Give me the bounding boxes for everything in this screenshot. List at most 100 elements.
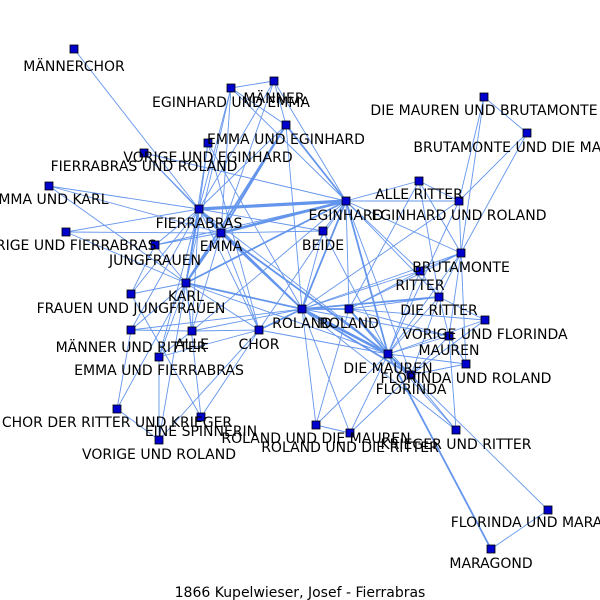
- edge-die_mauren_und_brutamonte-eginhard_und_roland: [458, 96, 485, 202]
- edge-karl-chor_der_ritter_und_krieger: [116, 282, 187, 410]
- edge-eginhard-die_ritter: [345, 200, 440, 298]
- node-die_mauren: [383, 349, 393, 359]
- node-maragond: [486, 544, 496, 554]
- node-mauren: [444, 331, 454, 341]
- node-label-mauren: MAUREN: [419, 343, 480, 359]
- edge-florinda-florinda_und_maragond: [410, 374, 549, 511]
- edge-vorige_und_eginhard-eginhard: [143, 152, 347, 202]
- edge-brutamonte-florinda_und_roland: [460, 252, 467, 365]
- edge-chor_der_ritter_und_krieger-vorige_und_roland: [116, 408, 160, 441]
- edge-fierrabras-maenner_und_ritter: [130, 208, 200, 331]
- edge-vorige_und_florinda-die_mauren: [387, 319, 486, 355]
- node-brutamonte: [456, 248, 466, 258]
- edge-eginhard-fierrabras: [197, 199, 348, 211]
- edge-eginhard_und_emma-emma_und_eginhard: [230, 87, 287, 126]
- edge-ritter-roland1: [301, 270, 421, 310]
- node-brutamonte_und_die_mauren: [522, 128, 532, 138]
- edge-emma-jungfrauen: [154, 232, 222, 246]
- node-frauen_und_jungfrauen: [126, 289, 136, 299]
- edge-emma-beide: [220, 230, 324, 234]
- node-label-karl: KARL: [168, 289, 204, 305]
- node-label-krieger_und_ritter: KRIEGER UND RITTER: [381, 437, 532, 453]
- edge-roland2-vorige_und_florinda: [348, 308, 486, 321]
- node-chor: [254, 325, 264, 335]
- edge-emma-roland1: [220, 232, 303, 310]
- edge-eginhard-chor: [258, 200, 347, 331]
- edge-karl-emma_und_fierrabras: [158, 282, 187, 358]
- node-label-brutamonte_und_die_mauren: BRUTAMONTE UND DIE MAUREN: [413, 140, 600, 156]
- node-alle: [187, 326, 197, 336]
- edge-brutamonte-roland2: [348, 252, 462, 310]
- edge-brutamonte-mauren: [448, 252, 462, 337]
- node-label-frauen_und_jungfrauen: FRAUEN UND JUNGFRAUEN: [37, 301, 226, 317]
- edge-eginhard-brutamonte: [345, 200, 462, 254]
- edge-fierrabras-chor: [198, 208, 260, 331]
- edge-alle-chor: [191, 329, 260, 332]
- edge-brutamonte_und_die_mauren-eginhard_und_roland: [458, 132, 528, 202]
- node-florinda_und_maragond: [543, 505, 553, 515]
- edge-roland1-krieger_und_ritter: [301, 308, 457, 431]
- edge-vorige_und_florinda-florinda: [410, 319, 486, 376]
- edge-chor-eine_spinnerin: [200, 329, 260, 418]
- edge-fierrabras-vorige_und_fierrabras: [65, 208, 200, 233]
- node-roland1: [297, 304, 307, 314]
- edge-roland1-alle: [191, 308, 303, 332]
- node-label-vorige_und_eginhard: VORIGE UND EGINHARD: [123, 150, 292, 166]
- node-vorige_und_roland: [154, 435, 164, 445]
- edge-emma_und_eginhard-fierrabras: [198, 124, 287, 210]
- node-florinda: [406, 370, 416, 380]
- edge-roland1-roland_und_die_ritter: [301, 308, 351, 434]
- edge-emma_und_eginhard-karl: [185, 124, 287, 284]
- edge-maenner-fierrabras: [198, 80, 275, 210]
- node-label-roland_und_die_mauren: ROLAND UND DIE MAUREN: [221, 431, 410, 447]
- node-label-emma_und_eginhard: EMMA UND EGINHARD: [207, 132, 365, 148]
- node-chor_der_ritter_und_krieger: [112, 404, 122, 414]
- edge-florinda-krieger_und_ritter: [410, 374, 457, 431]
- node-label-eginhard_und_emma: EGINHARD UND EMMA: [152, 95, 310, 111]
- node-label-florinda: FLORINDA: [376, 382, 447, 398]
- edge-karl-eine_spinnerin: [185, 282, 202, 418]
- edge-fierrabras-jungfrauen: [154, 208, 200, 246]
- node-label-maragond: MARAGOND: [449, 556, 532, 572]
- edge-layer: [48, 48, 549, 550]
- edge-roland1-maenner_und_ritter: [130, 308, 303, 331]
- node-florinda_und_roland: [461, 359, 471, 369]
- node-label-emma_und_fierrabras: EMMA UND FIERRABRAS: [74, 363, 244, 379]
- node-maenner: [269, 76, 279, 86]
- edge-die_mauren-krieger_und_ritter: [387, 353, 457, 431]
- edge-roland1-chor: [258, 308, 303, 331]
- node-vorige_und_fierrabras: [61, 227, 71, 237]
- node-label-brutamonte: BRUTAMONTE: [412, 260, 510, 276]
- edge-eginhard_und_emma-karl: [185, 87, 232, 284]
- node-eginhard_und_roland: [454, 196, 464, 206]
- node-roland_und_die_ritter: [345, 428, 355, 438]
- node-eginhard_und_emma: [226, 83, 236, 93]
- node-label-maenner_und_ritter: MÄNNER UND RITTER: [56, 338, 207, 356]
- edge-roland1-die_mauren: [300, 307, 390, 356]
- edge-emma-die_mauren: [220, 232, 389, 355]
- edge-mauren-florinda_und_roland: [448, 335, 467, 365]
- edge-florinda_und_maragond-maragond: [490, 509, 549, 550]
- edge-karl-die_mauren: [185, 282, 389, 355]
- edge-die_ritter-roland2: [348, 296, 440, 310]
- edge-eginhard-florinda: [345, 200, 412, 376]
- edge-ritter-roland2: [348, 270, 421, 310]
- edge-eginhard-alle: [191, 200, 347, 332]
- edge-fierrabras_und_roland-chor: [207, 142, 260, 331]
- edge-karl-chor: [185, 282, 260, 331]
- edge-florinda-florinda_und_roland: [410, 363, 467, 376]
- edge-maenner-emma_und_eginhard: [273, 80, 287, 126]
- edge-florinda-roland_und_die_ritter: [349, 374, 412, 434]
- edge-roland1-roland_und_die_mauren: [301, 308, 317, 426]
- edge-jungfrauen-karl: [154, 244, 187, 284]
- edge-maenner_und_ritter-chor_der_ritter_und_krieger: [116, 329, 132, 410]
- node-label-die_ritter: DIE RITTER: [400, 303, 478, 319]
- edge-mauren-florinda: [410, 335, 450, 376]
- node-label-emma: EMMA: [200, 239, 243, 255]
- edge-emma_und_karl-karl: [48, 185, 187, 284]
- graph-caption: 1866 Kupelwieser, Josef - Fierrabras: [175, 585, 426, 600]
- node-alle_ritter: [414, 176, 424, 186]
